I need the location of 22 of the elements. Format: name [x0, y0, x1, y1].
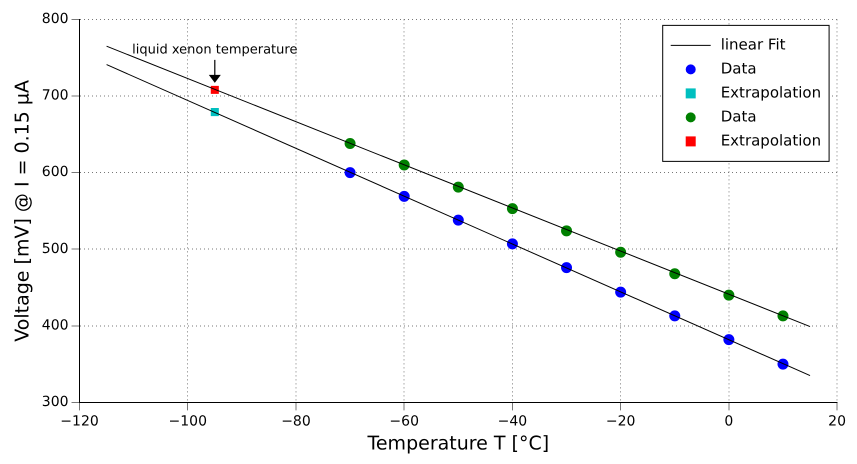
- y-axis-title: Voltage [mV] @ I = 0.15 μA: [11, 80, 34, 342]
- legend-label: linear Fit: [720, 35, 786, 54]
- x-tick-label: −80: [281, 413, 311, 430]
- y-tick-label: 500: [42, 240, 69, 257]
- x-tick-label: −120: [60, 413, 99, 430]
- y-tick-label: 400: [42, 317, 69, 334]
- legend-label: Extrapolation: [720, 131, 822, 150]
- annotation: liquid xenon temperature: [132, 42, 298, 58]
- x-tick-label: −40: [498, 413, 528, 430]
- y-tick-label: 600: [42, 164, 69, 180]
- x-tick-label: −100: [168, 413, 207, 430]
- legend-label: Data: [720, 59, 757, 78]
- x-tick-label: 20: [828, 413, 846, 430]
- legend-label: Extrapolation: [720, 83, 822, 102]
- y-tick-label: 800: [42, 11, 69, 28]
- y-tick-label: 300: [42, 394, 69, 410]
- x-tick-label: 0: [724, 413, 734, 430]
- x-axis-title: Temperature T [°C]: [366, 432, 550, 455]
- x-tick-label: −60: [389, 413, 419, 430]
- y-tick-label: 700: [42, 88, 69, 104]
- x-tick-label: −20: [606, 413, 636, 430]
- legend-label: Data: [720, 107, 757, 126]
